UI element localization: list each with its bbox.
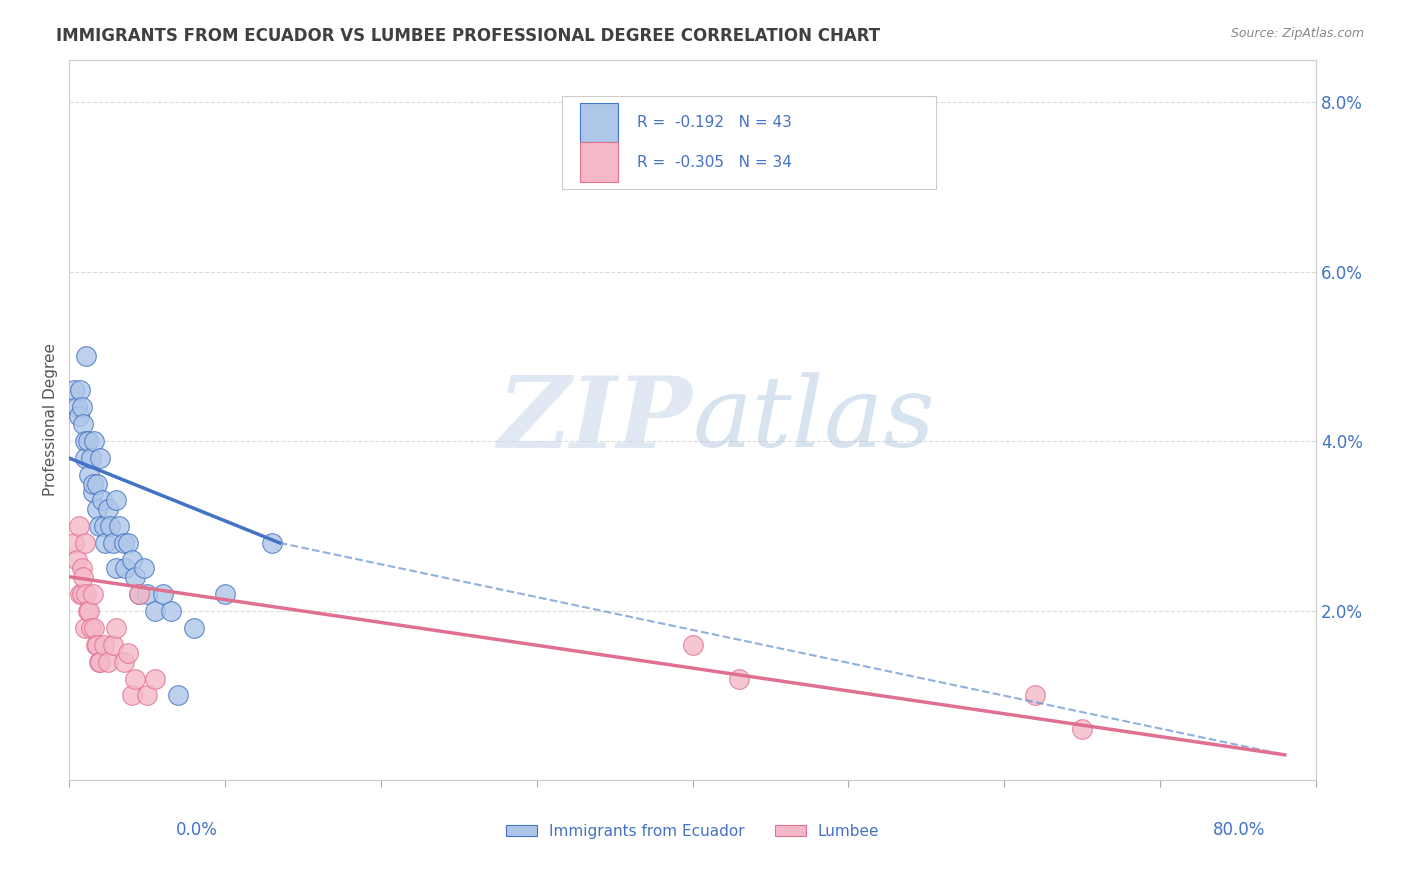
Point [124,570,146,584]
Point [117,536,139,550]
Point [124,672,146,686]
Point [79,604,101,618]
Point [66,553,89,567]
Point [77,434,100,449]
Point [94,536,117,550]
Text: R =  -0.192   N = 43: R = -0.192 N = 43 [637,115,792,130]
Point [89,655,111,669]
Text: atlas: atlas [693,372,935,467]
Point [66,401,89,415]
Point [80,621,103,635]
Point [152,587,174,601]
Point [167,689,190,703]
Point [73,536,96,550]
Point [143,604,166,618]
Point [121,553,143,567]
FancyBboxPatch shape [581,103,617,143]
Point [98,519,121,533]
Point [97,655,120,669]
Point [136,587,159,601]
Point [101,638,124,652]
Point [70,587,93,601]
Point [87,655,110,669]
Point [112,536,135,550]
Point [136,689,159,703]
Point [79,468,101,483]
Point [89,451,111,466]
Point [82,587,104,601]
Point [73,434,96,449]
FancyBboxPatch shape [581,143,617,182]
Point [72,417,94,432]
Point [87,519,110,533]
Point [83,621,105,635]
Point [86,502,108,516]
Point [128,587,150,601]
Point [67,409,90,423]
Point [67,519,90,533]
Point [91,493,114,508]
Point [728,672,751,686]
Text: ZIP: ZIP [498,372,693,468]
Point [80,451,103,466]
Point [73,621,96,635]
Point [112,655,135,669]
Point [101,536,124,550]
Point [1024,689,1046,703]
Point [104,493,127,508]
Point [83,434,105,449]
Point [82,476,104,491]
Point [104,561,127,575]
FancyBboxPatch shape [562,95,936,189]
Point [63,536,86,550]
Text: 0.0%: 0.0% [176,821,218,838]
Point [143,672,166,686]
Point [1071,723,1094,737]
Point [69,384,91,398]
Text: IMMIGRANTS FROM ECUADOR VS LUMBEE PROFESSIONAL DEGREE CORRELATION CHART: IMMIGRANTS FROM ECUADOR VS LUMBEE PROFES… [56,27,880,45]
Point [214,587,236,601]
Text: R =  -0.305   N = 34: R = -0.305 N = 34 [637,155,792,169]
Point [260,536,283,550]
Point [75,349,97,363]
Point [77,604,100,618]
Point [93,638,115,652]
Point [104,621,127,635]
Point [72,570,94,584]
Point [132,561,155,575]
Point [682,638,704,652]
Point [93,519,115,533]
Point [70,561,93,575]
Text: Source: ZipAtlas.com: Source: ZipAtlas.com [1230,27,1364,40]
Point [128,587,150,601]
Legend: Immigrants from Ecuador, Lumbee: Immigrants from Ecuador, Lumbee [501,817,886,845]
Point [82,485,104,500]
Point [69,587,91,601]
Point [86,476,108,491]
Point [73,451,96,466]
Point [63,384,86,398]
Point [114,561,136,575]
Text: 80.0%: 80.0% [1213,821,1265,838]
Point [86,638,108,652]
Point [117,646,139,660]
Y-axis label: Professional Degree: Professional Degree [44,343,58,497]
Point [84,638,107,652]
Point [97,502,120,516]
Point [70,401,93,415]
Point [121,689,143,703]
Point [75,587,97,601]
Point [159,604,181,618]
Point [183,621,205,635]
Point [108,519,131,533]
